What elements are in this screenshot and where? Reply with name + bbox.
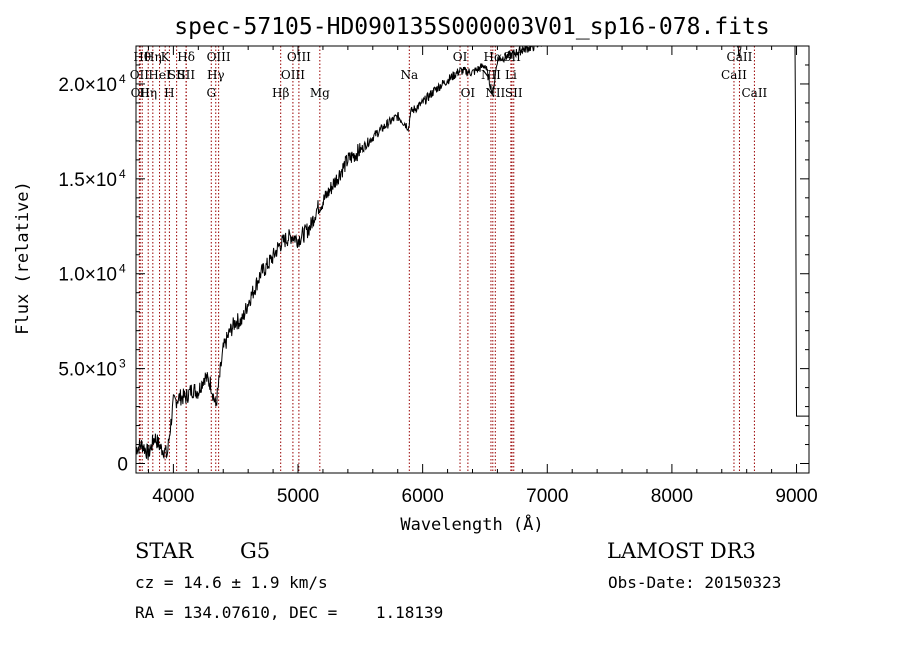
y-tick-exp-10000: 4 bbox=[119, 262, 126, 276]
plot-frame bbox=[135, 45, 810, 474]
line-label-1: OII bbox=[130, 68, 150, 82]
line-label-10: SII bbox=[177, 68, 195, 82]
line-label-2: OII bbox=[131, 86, 151, 100]
line-label-8: SII bbox=[168, 68, 186, 82]
y-axis-ticks: 05.0×10 31.0×10 41.5×10 42.0×10 4 bbox=[58, 45, 809, 476]
x-tick-label-5000: 5000 bbox=[277, 486, 319, 507]
line-label-22: Hα bbox=[484, 50, 503, 64]
y-tick-exp-15000: 4 bbox=[119, 167, 126, 181]
chart-title: spec-57105-HD090135S000003V01_sp16-078.f… bbox=[174, 14, 769, 40]
line-label-25: SII bbox=[503, 50, 521, 64]
line-label-14: Hβ bbox=[272, 86, 289, 100]
line-label-5: HeI bbox=[148, 68, 171, 82]
redshift-value: cz = 14.6 ± 1.9 km/s bbox=[135, 573, 328, 592]
line-label-13: OIII bbox=[207, 50, 231, 64]
x-tick-label-6000: 6000 bbox=[402, 486, 444, 507]
y-tick-label-15000: 1.5×10 bbox=[58, 170, 117, 191]
line-label-15: OIII bbox=[281, 68, 305, 82]
observation-date: Obs-Date: 20150323 bbox=[608, 573, 782, 592]
object-class: STAR bbox=[135, 539, 194, 563]
line-label-29: CaII bbox=[741, 86, 767, 100]
line-label-16: OIII bbox=[287, 50, 311, 64]
x-tick-label-8000: 8000 bbox=[651, 486, 693, 507]
line-label-11: G bbox=[206, 86, 216, 100]
line-label-19: OI bbox=[453, 50, 468, 64]
x-axis-ticks: 4000 5000 6000 7000 8000 9000 bbox=[147, 46, 818, 507]
line-label-27: CaII bbox=[721, 68, 747, 82]
coordinates: RA = 134.07610, DEC = 1.18139 bbox=[135, 603, 444, 622]
line-label-9: Hδ bbox=[177, 50, 195, 64]
line-label-0: Hθ bbox=[133, 50, 151, 64]
x-axis-label: Wavelength (Å) bbox=[400, 513, 543, 535]
line-label-18: Na bbox=[400, 68, 418, 82]
line-label-28: CaII bbox=[727, 50, 753, 64]
x-tick-label-9000: 9000 bbox=[775, 486, 817, 507]
y-tick-label-20000: 2.0×10 bbox=[58, 75, 117, 96]
line-markers bbox=[138, 46, 755, 473]
line-label-4: Hη bbox=[144, 50, 162, 64]
y-tick-label-0: 0 bbox=[117, 455, 128, 476]
line-labels: HθOIIOIIHηHηHeIKHSIIHδSIIGHγOIIIHβOIIIOI… bbox=[130, 50, 768, 100]
line-label-20: OI bbox=[461, 86, 476, 100]
spectrum-series bbox=[136, 46, 809, 460]
y-tick-label-5000: 5.0×10 bbox=[58, 360, 117, 381]
line-label-17: Mg bbox=[310, 86, 330, 100]
line-label-12: Hγ bbox=[207, 68, 225, 82]
x-tick-label-4000: 4000 bbox=[152, 486, 194, 507]
line-label-3: Hη bbox=[139, 86, 157, 100]
line-label-23: NII bbox=[485, 86, 505, 100]
object-subclass: G5 bbox=[240, 539, 271, 563]
y-tick-label-10000: 1.0×10 bbox=[58, 265, 117, 286]
survey-name: LAMOST DR3 bbox=[607, 539, 756, 563]
line-label-24: Li bbox=[505, 68, 517, 82]
x-tick-label-7000: 7000 bbox=[526, 486, 568, 507]
y-tick-exp-20000: 4 bbox=[119, 72, 126, 86]
line-label-26: SII bbox=[505, 86, 523, 100]
y-tick-exp-5000: 3 bbox=[119, 357, 126, 371]
y-axis-label: Flux (relative) bbox=[13, 181, 33, 335]
spectrum-line bbox=[136, 46, 809, 460]
line-label-6: K bbox=[161, 50, 171, 64]
line-label-21: NII bbox=[481, 68, 501, 82]
line-label-7: H bbox=[164, 86, 174, 100]
